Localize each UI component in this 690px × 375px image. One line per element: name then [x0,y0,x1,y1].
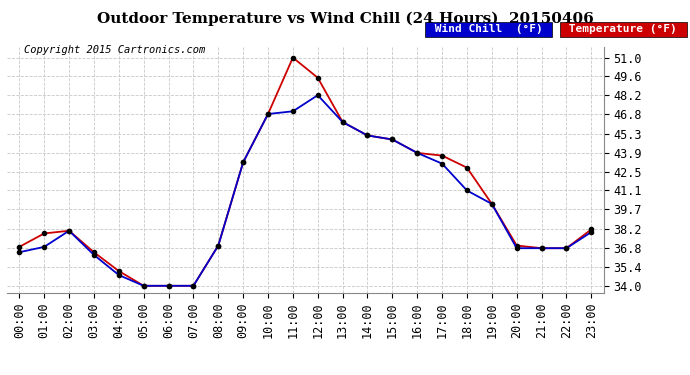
Text: Temperature (°F): Temperature (°F) [562,24,684,34]
Text: Wind Chill  (°F): Wind Chill (°F) [428,24,549,34]
Text: Outdoor Temperature vs Wind Chill (24 Hours)  20150406: Outdoor Temperature vs Wind Chill (24 Ho… [97,11,593,26]
Text: Copyright 2015 Cartronics.com: Copyright 2015 Cartronics.com [24,45,206,55]
